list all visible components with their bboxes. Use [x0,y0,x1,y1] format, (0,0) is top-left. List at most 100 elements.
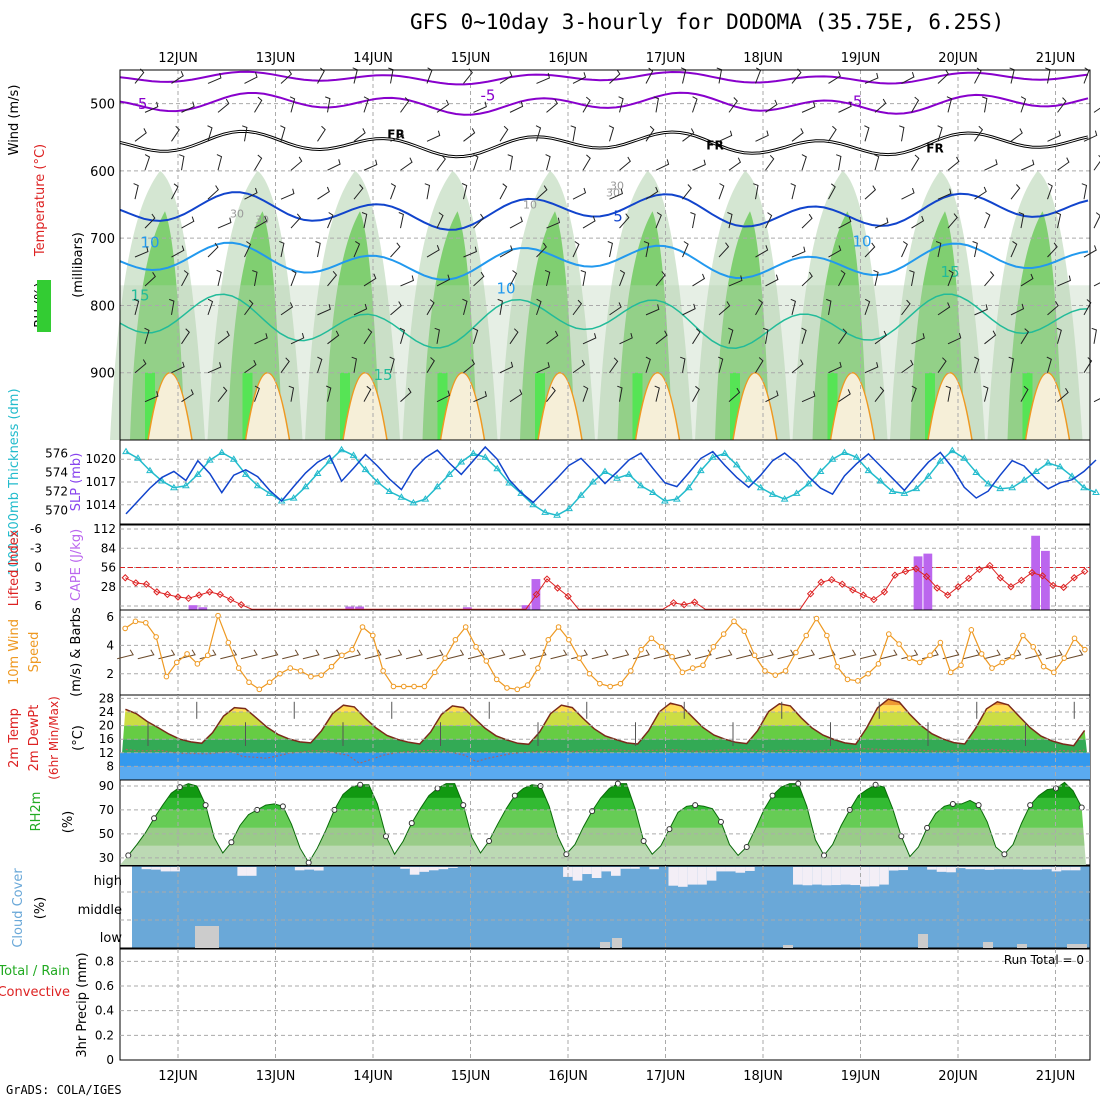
wind10m-point [782,668,789,674]
rh-point [640,838,647,845]
thickness-point [229,455,238,462]
wind-barb [244,359,257,374]
precip-tick-label: 0 [106,1053,114,1067]
thickness-point [696,466,705,474]
high-cloud-bar [879,867,889,885]
wind-barb [400,157,413,171]
wind-barb [682,241,689,258]
wind-barb [207,72,222,84]
wind-barb [390,242,401,258]
wind10m-point [514,686,521,693]
high-cloud-bar [1070,867,1081,871]
wind-barb [864,72,879,84]
rh-line [127,781,1083,864]
wind-barb [838,389,851,403]
wind-barb [546,217,560,229]
temperature-tick-label: 8 [106,759,114,773]
wind10m-barb [282,649,300,660]
wind-barb [718,301,731,316]
wind-barb [801,327,807,344]
wind10m-point [741,628,748,635]
rh-shading [827,372,838,440]
wind-barb [181,389,194,403]
isotherm-label: FR [706,138,723,152]
wind-barb [728,157,742,171]
thickness-line [125,448,1097,517]
wind-barb [974,67,982,84]
li-tick-label: 3 [34,580,42,594]
wind-barb [207,242,219,258]
wind10m-point [256,686,263,693]
thickness-point [984,479,993,487]
wind-barb [507,154,513,171]
wind-barb [327,270,338,287]
pressure-tick-label: 800 [90,299,115,314]
wind-barb [619,332,633,345]
rh-shading [730,372,740,440]
high-cloud-bar [936,867,947,872]
wind10m-barb [756,649,774,660]
wind-barb [655,212,662,229]
wind10m-barb [426,649,444,660]
wind10m-point [277,670,283,677]
wind10m-barb [798,649,815,660]
wind-barb [290,332,305,345]
wind10m-barb [344,649,361,660]
cape-bar [462,607,472,610]
lifted-index-point [142,580,151,588]
thickness-point [672,495,681,502]
isotherm-20 [732,372,778,441]
wind-barb [509,270,518,287]
thickness-point [589,478,597,485]
thickness-point [158,477,166,484]
wind-barb [217,386,228,402]
wind-barb [791,128,804,142]
wind-barb [645,67,654,84]
high-cloud-bar [582,867,592,875]
wind10m-point [194,661,201,667]
li-tick-label: -6 [30,522,42,536]
wind-barb [682,303,696,316]
wind-barb [901,241,908,258]
thickness-point [301,482,310,490]
cape-tick-label: 28 [101,580,116,594]
wind10m-point [318,672,325,678]
wind-barb [509,389,523,403]
wind10m-point [545,636,552,643]
thickness-point [936,457,945,464]
wind10m-point [793,649,799,656]
wind-barb [911,385,917,402]
thickness-point [804,479,813,487]
wind-barb [499,125,509,142]
wind-barb [171,183,179,200]
wind-barb [983,385,989,402]
wind-barb [436,212,444,229]
temperature-band [120,712,1090,726]
thickness-point [1044,459,1052,466]
wind10m-barb [1066,649,1084,660]
thickness-point [852,453,861,460]
wind-barb [901,359,914,374]
rh-shading [340,372,350,440]
wind-barb [426,130,441,142]
cloud-background [132,866,1090,948]
thickness-point [948,446,957,454]
thickness-point [1032,467,1040,475]
wind-barb [134,359,147,374]
rh-point [511,792,518,799]
wind-barb [984,330,997,345]
wind-barb [144,327,150,344]
wind-barb [473,213,485,229]
wind-barb [1057,275,1071,287]
wind10m-point [896,641,902,647]
wind-barb [133,183,139,200]
wind-barb [911,333,925,345]
cloud-layer-label: high [94,874,122,889]
wind-barb [828,71,841,84]
wind-barb [254,216,268,229]
wind10m-point [163,673,170,680]
rh-point [872,781,879,788]
wind10m-point [1071,635,1078,642]
thickness-point [205,456,214,463]
wind-barb [1020,385,1029,402]
